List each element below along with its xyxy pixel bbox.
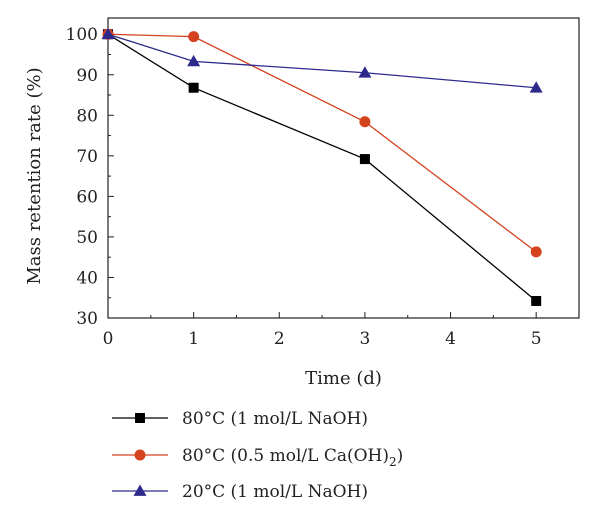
- y-tick-label: 100: [66, 25, 98, 45]
- data-point: [529, 81, 543, 93]
- y-tick-label: 80: [76, 106, 98, 126]
- data-point: [188, 31, 200, 43]
- y-tick-label: 70: [76, 147, 98, 167]
- y-tick-label: 50: [76, 228, 98, 248]
- y-tick-label: 30: [76, 309, 98, 329]
- legend-marker: [135, 413, 145, 423]
- data-point: [531, 295, 542, 306]
- plot-frame: [107, 17, 580, 319]
- x-ticks: 0 1 2 3 4 5: [103, 312, 580, 349]
- series-3: [101, 27, 543, 93]
- legend-item: 80°C (0.5 mol/L Ca(OH)2): [112, 446, 403, 469]
- legend-label: 80°C (0.5 mol/L Ca(OH)2): [182, 446, 403, 469]
- legend-item: 80°C (1 mol/L NaOH): [112, 409, 368, 429]
- series-line: [107, 33, 537, 253]
- data-point: [530, 246, 542, 258]
- legend-label: 20°C (1 mol/L NaOH): [182, 482, 368, 502]
- x-tick-label: 5: [531, 329, 542, 349]
- legend-item: 20°C (1 mol/L NaOH): [112, 482, 368, 502]
- x-tick-label: 4: [445, 329, 456, 349]
- data-point: [188, 82, 199, 93]
- data-point: [101, 27, 115, 40]
- x-tick-label: 0: [103, 329, 114, 349]
- x-tick-label: 2: [274, 329, 285, 349]
- data-point: [359, 154, 370, 165]
- y-axis-title: Mass retention rate (%): [24, 67, 45, 284]
- y-tick-label: 40: [76, 268, 98, 288]
- data-point: [358, 66, 372, 78]
- x-axis-title: Time (d): [305, 368, 382, 389]
- legend-marker: [133, 484, 147, 496]
- legend-label: 80°C (1 mol/L NaOH): [182, 409, 368, 429]
- series-line: [107, 33, 537, 89]
- legend: 80°C (1 mol/L NaOH) 80°C (0.5 mol/L Ca(OH…: [112, 409, 403, 502]
- y-tick-label: 90: [76, 66, 98, 86]
- data-point: [359, 116, 371, 128]
- y-ticks: 30 40 50 60 70 80 90 100: [66, 25, 114, 329]
- axes: [107, 17, 580, 319]
- series-line: [107, 33, 537, 302]
- legend-marker: [134, 449, 146, 461]
- plot-area: [101, 27, 543, 306]
- series-2: [102, 28, 542, 258]
- x-tick-label: 1: [188, 329, 199, 349]
- y-tick-label: 60: [76, 187, 98, 207]
- series-1: [103, 29, 542, 306]
- data-point: [187, 54, 201, 67]
- x-tick-label: 3: [359, 329, 370, 349]
